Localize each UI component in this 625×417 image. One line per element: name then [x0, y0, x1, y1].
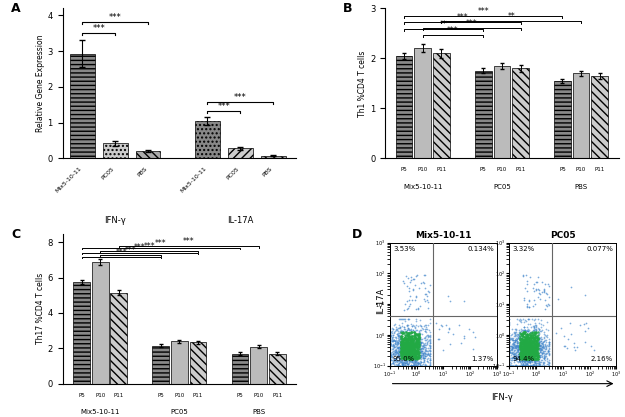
Text: IL-17A: IL-17A — [376, 288, 385, 314]
Text: D: D — [352, 228, 362, 241]
Bar — [475, 71, 492, 158]
Bar — [70, 54, 94, 158]
Text: P5: P5 — [401, 168, 408, 173]
Y-axis label: Th1 %CD4 T cells: Th1 %CD4 T cells — [358, 50, 367, 117]
Bar — [171, 341, 187, 384]
Text: P11: P11 — [272, 393, 282, 398]
Bar — [136, 151, 161, 158]
Text: P11: P11 — [594, 168, 605, 173]
Text: P10: P10 — [576, 168, 586, 173]
Text: P11: P11 — [193, 393, 203, 398]
Text: P5: P5 — [78, 393, 85, 398]
Text: PC05: PC05 — [171, 409, 188, 415]
Text: P11: P11 — [436, 168, 446, 173]
Text: ***: *** — [92, 24, 105, 33]
Text: PBS: PBS — [261, 166, 273, 178]
Bar — [433, 53, 450, 158]
Text: ***: *** — [134, 244, 146, 252]
Bar — [269, 354, 286, 384]
Text: P10: P10 — [254, 393, 264, 398]
Text: ***: *** — [155, 239, 166, 248]
Text: PC05: PC05 — [493, 184, 511, 190]
Bar — [414, 48, 431, 158]
Text: P10: P10 — [497, 168, 507, 173]
Text: ***: *** — [115, 248, 127, 257]
Bar — [512, 68, 529, 158]
Text: P10: P10 — [95, 393, 105, 398]
Text: P10: P10 — [418, 168, 428, 173]
Text: PC05: PC05 — [101, 166, 115, 181]
Text: B: B — [343, 3, 352, 15]
Bar — [261, 156, 286, 158]
Bar — [572, 73, 589, 158]
Bar — [396, 56, 412, 158]
Text: C: C — [11, 228, 20, 241]
Bar — [73, 282, 90, 384]
Text: ***: *** — [183, 237, 194, 246]
Text: IFN-γ: IFN-γ — [104, 216, 126, 224]
Bar — [195, 121, 219, 158]
Bar — [494, 66, 510, 158]
Bar — [554, 81, 571, 158]
Text: IL-17A: IL-17A — [227, 216, 254, 224]
Text: ***: *** — [447, 25, 459, 35]
Text: ***: *** — [124, 246, 136, 255]
Text: A: A — [11, 3, 21, 15]
Bar — [189, 342, 206, 384]
Bar — [92, 262, 109, 384]
Text: IFN-γ: IFN-γ — [491, 393, 512, 402]
Text: PC05: PC05 — [226, 166, 240, 181]
Text: Mix5-10-11: Mix5-10-11 — [179, 166, 208, 194]
Bar — [111, 293, 127, 384]
Text: P11: P11 — [516, 168, 526, 173]
Bar — [591, 76, 608, 158]
Text: **: ** — [508, 12, 515, 21]
Bar — [228, 148, 253, 158]
Y-axis label: Relative Gene Expression: Relative Gene Expression — [36, 35, 44, 132]
Text: ***: *** — [234, 93, 247, 102]
Text: Mix5-10-11: Mix5-10-11 — [54, 166, 82, 194]
Text: Mix5-10-11: Mix5-10-11 — [403, 184, 442, 190]
Bar — [152, 346, 169, 384]
Text: ***: *** — [478, 7, 489, 16]
Text: P11: P11 — [114, 393, 124, 398]
Text: P5: P5 — [480, 168, 487, 173]
Text: PBS: PBS — [574, 184, 588, 190]
Y-axis label: Th17 %CD4 T cells: Th17 %CD4 T cells — [36, 273, 44, 344]
Bar — [231, 354, 248, 384]
Bar — [103, 143, 127, 158]
Text: Mix5-10-11: Mix5-10-11 — [81, 409, 120, 415]
Text: PBS: PBS — [252, 409, 265, 415]
Text: P10: P10 — [174, 393, 184, 398]
Text: P5: P5 — [158, 393, 164, 398]
Text: ***: *** — [456, 13, 468, 22]
Text: P5: P5 — [236, 393, 243, 398]
Text: PBS: PBS — [136, 166, 148, 178]
Text: ***: *** — [109, 13, 121, 22]
Text: ***: *** — [143, 241, 155, 251]
Text: ***: *** — [217, 102, 230, 111]
Text: P5: P5 — [559, 168, 566, 173]
Bar — [250, 347, 267, 384]
Text: ***: *** — [466, 19, 478, 28]
Text: **: ** — [440, 20, 448, 29]
